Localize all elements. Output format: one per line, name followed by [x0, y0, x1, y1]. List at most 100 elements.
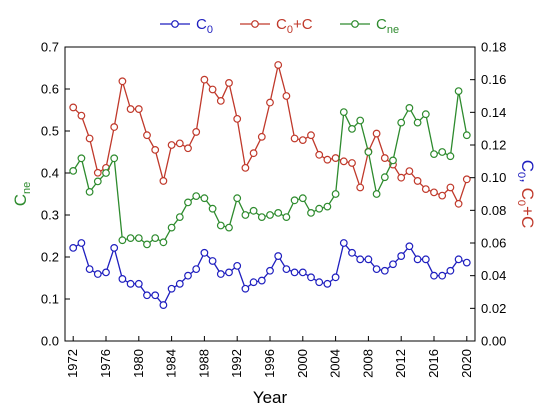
data-point-c0c — [175, 139, 184, 148]
data-point-cne — [143, 240, 151, 249]
y-right-tick-label: 0.00 — [481, 334, 506, 349]
x-tick-label: 1984 — [164, 349, 179, 378]
y-axis-left-label: Cne — [11, 182, 33, 207]
x-tick-label: 2008 — [360, 349, 375, 378]
x-tick-label: 1976 — [98, 349, 113, 378]
data-point-c0 — [356, 255, 365, 264]
data-point-c0 — [462, 258, 471, 267]
data-point-c0 — [348, 248, 356, 257]
data-point-c0 — [290, 268, 299, 277]
y-right-tick-label: 0.14 — [481, 105, 506, 120]
data-point-cne — [200, 194, 209, 203]
data-point-c0c — [339, 157, 348, 166]
data-point-c0c — [118, 77, 127, 86]
data-point-c0 — [331, 273, 340, 282]
y-axis-right: 0.00 0.02 0.04 0.06 0.08 0.10 0.12 0.14 0.16 0.18 — [470, 40, 506, 349]
legend-label-cne: Cne — [376, 16, 399, 36]
data-point-c0 — [126, 279, 135, 288]
data-point-cne — [93, 177, 102, 186]
data-point-c0 — [249, 278, 258, 287]
data-point-cne — [175, 213, 184, 222]
data-point-c0 — [85, 265, 94, 274]
data-point-c0c — [151, 145, 160, 154]
x-tick-label: 1996 — [262, 349, 277, 378]
data-point-cne — [298, 194, 307, 203]
data-point-cne — [249, 206, 258, 215]
data-point-c0 — [298, 268, 307, 277]
data-point-c0c — [110, 123, 119, 131]
data-point-c0c — [282, 92, 291, 100]
data-point-c0 — [364, 255, 373, 264]
y-left-tick-label: 0.5 — [41, 124, 59, 139]
data-point-c0c — [413, 177, 422, 185]
data-point-c0 — [282, 265, 291, 274]
data-point-cne — [372, 190, 381, 198]
data-point-c0c — [298, 136, 307, 145]
data-point-c0c — [397, 173, 406, 182]
data-point-cne — [85, 187, 94, 196]
data-point-cne — [413, 118, 422, 127]
legend-marker-c0c — [251, 20, 259, 28]
x-tick-label: 1992 — [229, 349, 244, 378]
data-point-cne — [446, 152, 455, 161]
data-point-c0c — [167, 141, 176, 149]
data-point-c0 — [110, 243, 119, 252]
data-point-c0c — [159, 177, 168, 185]
data-point-cne — [339, 108, 348, 116]
data-point-c0 — [192, 265, 201, 274]
y-axis-right-label: C0, C0+C — [515, 160, 537, 228]
data-point-cne — [290, 196, 299, 205]
y-right-label-c0c-sub: 0 — [515, 200, 527, 206]
data-point-cne — [397, 118, 406, 127]
data-point-cne — [159, 238, 168, 247]
data-point-cne — [266, 211, 274, 219]
y-left-tick-label: 0.7 — [41, 40, 59, 55]
data-point-c0 — [339, 239, 348, 247]
data-point-c0c — [85, 134, 94, 143]
data-point-cne — [192, 192, 201, 201]
data-point-cne — [274, 208, 283, 217]
data-point-c0c — [257, 132, 266, 141]
data-point-cne — [307, 208, 315, 217]
x-tick-label: 1972 — [65, 349, 80, 378]
data-point-c0 — [102, 268, 110, 277]
data-point-c0 — [175, 279, 184, 288]
data-point-c0 — [257, 276, 266, 285]
data-point-c0 — [167, 284, 176, 293]
x-tick-label: 1988 — [196, 349, 211, 378]
data-point-cne — [389, 156, 397, 165]
y-left-tick-label: 0.2 — [41, 250, 59, 265]
data-point-c0 — [315, 278, 324, 287]
x-tick-label: 2000 — [295, 349, 310, 378]
y-right-tick-label: 0.10 — [481, 170, 506, 185]
data-point-cne — [438, 148, 447, 156]
data-point-cne — [405, 103, 414, 112]
series-layer — [69, 61, 471, 309]
data-point-c0 — [389, 260, 397, 269]
data-point-c0c — [200, 75, 209, 84]
x-tick-label: 2004 — [328, 349, 343, 378]
data-point-cne — [110, 154, 119, 163]
data-point-c0c — [430, 188, 438, 197]
data-point-c0c — [454, 199, 463, 208]
data-point-cne — [315, 204, 324, 213]
data-point-c0c — [192, 128, 201, 136]
data-point-c0c — [184, 144, 192, 153]
data-point-cne — [184, 198, 192, 207]
legend: C0 C0+C Cne — [160, 16, 399, 36]
data-point-c0c — [143, 131, 151, 140]
data-point-c0 — [372, 265, 381, 274]
data-point-c0c — [216, 96, 225, 105]
data-point-c0 — [323, 279, 332, 288]
data-point-c0 — [274, 252, 283, 260]
y-left-tick-label: 0.3 — [41, 208, 59, 223]
data-point-c0 — [151, 291, 160, 300]
y-right-tick-label: 0.16 — [481, 72, 506, 87]
data-point-c0c — [77, 111, 86, 120]
data-point-c0 — [430, 271, 438, 280]
data-point-c0 — [225, 268, 233, 277]
data-point-c0 — [216, 270, 225, 278]
data-point-c0 — [446, 266, 455, 275]
data-point-c0c — [134, 105, 143, 113]
